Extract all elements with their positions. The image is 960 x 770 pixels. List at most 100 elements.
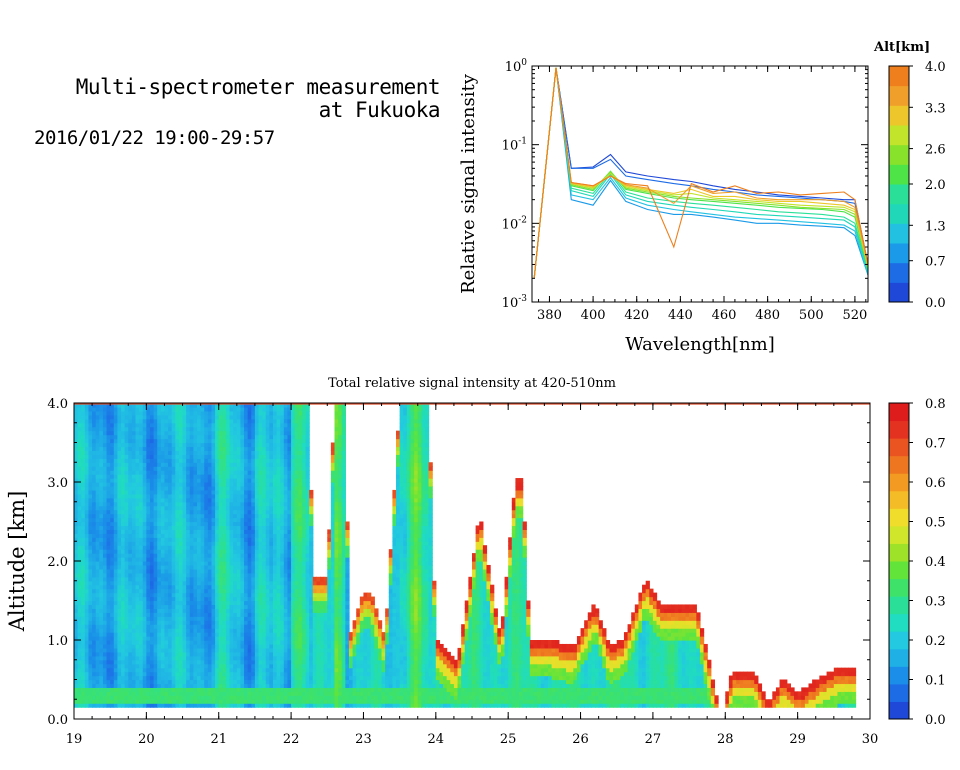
heatmap-cell [92,703,97,708]
heatmap-cell [258,406,263,412]
heatmap-cell [99,584,104,590]
heatmap-cell [294,699,299,704]
heatmap-cell [124,450,129,455]
heatmap-cell [178,564,184,570]
heatmap-cell [218,588,223,594]
heatmap-cell [142,604,147,609]
heatmap-cell [236,604,242,609]
heatmap-cell [193,580,198,586]
heatmap-cell [74,414,79,420]
heatmap-cell [283,651,289,657]
heatmap-cell [168,470,173,475]
heatmap-cell [106,549,111,554]
heatmap-cell [193,525,198,530]
heatmap-cell [251,624,256,629]
heatmap-cell [175,616,180,621]
heatmap-cell [276,517,281,523]
heatmap-cell [262,636,267,641]
heatmap-cell [113,438,119,444]
heatmap-cell [182,426,187,432]
heatmap-cell [117,470,122,475]
heatmap-cell [99,624,104,629]
heatmap-cell [258,497,263,503]
heatmap-cell [121,628,126,633]
heatmap-cell [110,651,115,657]
heatmap-cell [153,576,158,582]
heatmap-cell [200,549,205,554]
heatmap-cell [135,643,140,649]
heatmap-cell [200,517,205,523]
heatmap-cell [124,624,129,629]
heatmap-cell [265,655,270,661]
heatmap-cell [218,636,223,641]
heatmap-cell [168,557,173,562]
heatmap-cell [135,446,140,451]
heatmap-cell [84,537,90,542]
heatmap-cell [215,426,220,432]
heatmap-cell [135,628,140,633]
heatmap-cell [146,541,151,546]
heatmap-cell [106,561,111,566]
heatmap-cell [128,564,133,570]
heatmap-cell [81,651,86,657]
heatmap-cell [168,667,173,673]
heatmap-cell [225,537,231,542]
heatmap-cell [106,600,111,606]
heatmap-cell [247,604,252,609]
heatmap-cell [102,663,108,669]
heatmap-cell [254,426,260,432]
heatmap-cell [110,485,115,491]
heatmap-cell [131,600,137,606]
heatmap-cell [171,659,176,665]
heatmap-cell [247,553,252,558]
heatmap-cell [193,549,198,554]
heatmap-cell [273,675,278,681]
heatmap-cell [186,434,191,440]
heatmap-cell [110,687,115,692]
heatmap-cell [193,663,198,669]
heatmap-cell [74,482,79,487]
heatmap-cell [128,580,133,586]
heatmap-cell [106,699,111,704]
heatmap-cell [193,537,198,542]
heatmap-cell [207,632,213,637]
heatmap-cell [160,541,166,546]
heatmap-cell [171,608,176,613]
heatmap-cell [262,489,267,495]
heatmap-cell [139,541,144,546]
heatmap-cell [258,403,263,408]
heatmap-cell [204,651,209,657]
heatmap-cell [207,564,213,570]
heatmap-cell [229,703,234,708]
heatmap-cell [291,406,296,412]
heatmap-cell [197,438,202,444]
heatmap-cell [135,462,140,467]
heatmap-cell [171,414,176,420]
heatmap-cell [92,576,97,582]
heatmap-cell [121,403,126,408]
heatmap-cell [215,529,220,534]
heatmap-cell [233,667,238,673]
heatmap-cell [244,612,249,617]
heatmap-cell [153,564,158,570]
heatmap-cell [175,561,180,566]
heatmap-cell [254,616,260,621]
heatmap-cell [84,624,90,629]
heatmap-cell [168,450,173,455]
heatmap-cell [121,462,126,467]
heatmap-cell [207,505,213,511]
heatmap-cell [254,671,260,677]
heatmap-cell [218,525,223,530]
heatmap-cell [92,525,97,530]
heatmap-cell [276,675,281,681]
heatmap-cell [247,497,252,503]
heatmap-cell [146,482,151,487]
spectrum-y-tick-exp: 0 [521,58,527,68]
heatmap-cell [236,636,242,641]
heatmap-cell [164,521,169,527]
heatmap-cell [189,450,194,455]
heatmap-cell [131,628,137,633]
heatmap-cell [139,501,144,507]
heatmap-cell [218,422,223,428]
heatmap-cell [251,529,256,534]
